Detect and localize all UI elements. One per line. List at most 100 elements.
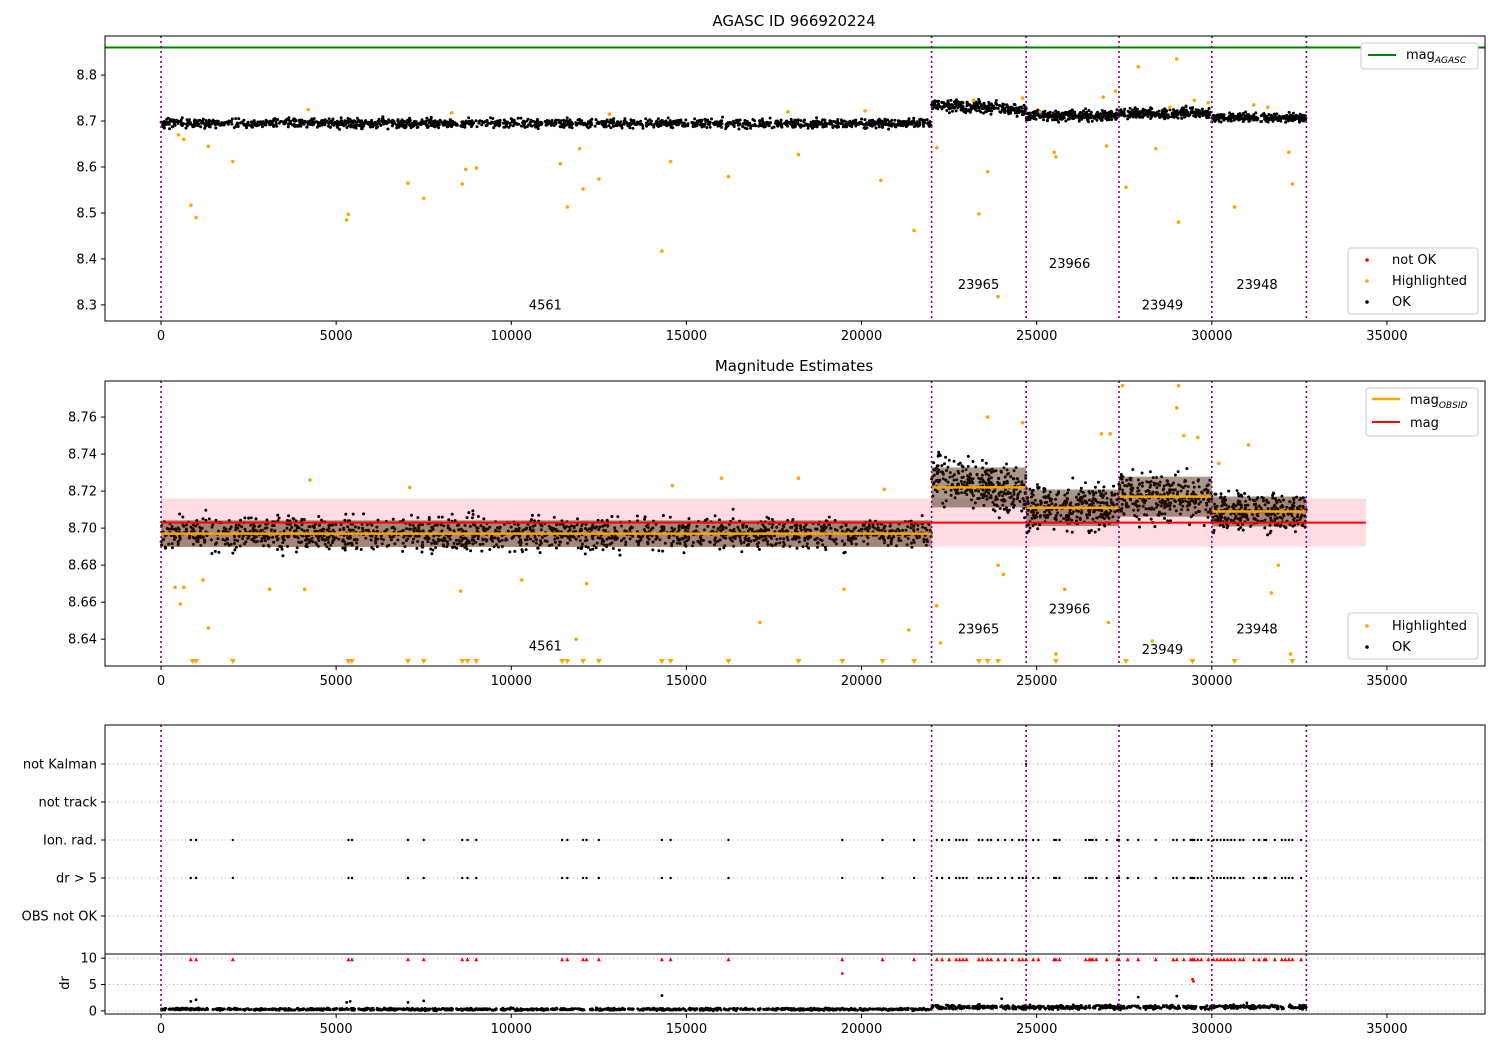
agasc-ok-point bbox=[1122, 111, 1126, 115]
agasc-ok-point bbox=[182, 122, 185, 126]
agasc-ok-point bbox=[779, 118, 783, 122]
agasc-ok-point bbox=[491, 117, 495, 120]
agasc-ok-point bbox=[396, 123, 399, 127]
agasc-ok-point bbox=[757, 124, 761, 128]
agasc-ok-point bbox=[263, 123, 267, 127]
agasc-ok-point bbox=[287, 116, 291, 120]
agasc-highlighted-point bbox=[879, 178, 883, 183]
mag-ok-point bbox=[583, 552, 587, 556]
mag-ok-point bbox=[372, 547, 375, 551]
agasc-ok-point bbox=[977, 98, 981, 101]
agasc-ok-point bbox=[358, 124, 362, 128]
mag-ok-point bbox=[521, 550, 524, 554]
agasc-highlighted-point bbox=[1124, 185, 1128, 190]
mag-ok-point bbox=[467, 511, 471, 515]
agasc-ok-point bbox=[1070, 112, 1074, 116]
agasc-ok-point bbox=[1087, 115, 1091, 119]
agasc-ok-point bbox=[698, 118, 702, 122]
mag-ok-point bbox=[476, 515, 480, 518]
agasc-ok-point bbox=[652, 125, 656, 129]
agasc-ok-point bbox=[1229, 116, 1233, 120]
mag-ok-point bbox=[210, 552, 214, 555]
agasc-ok-point bbox=[906, 120, 909, 123]
agasc-ok-point bbox=[450, 125, 453, 129]
agasc-ok-point bbox=[644, 117, 648, 121]
agasc-ok-point bbox=[1234, 116, 1238, 120]
mag-ok-point bbox=[508, 550, 512, 554]
agasc-ok-point bbox=[201, 117, 205, 121]
agasc-ok-point bbox=[257, 123, 261, 127]
agasc-ok-point bbox=[1247, 118, 1251, 122]
agasc-ytick-label-8.5: 8.5 bbox=[76, 206, 97, 221]
agasc-ok-point bbox=[568, 118, 572, 122]
agasc-ok-point bbox=[277, 121, 281, 125]
agasc-ok-point bbox=[286, 125, 290, 129]
mag-ok-point bbox=[471, 509, 475, 513]
agasc-ok-point bbox=[502, 118, 506, 122]
agasc-highlighted-point bbox=[176, 133, 181, 137]
agasc-ok-point bbox=[1072, 116, 1076, 120]
agasc-obsid-label-23966: 23966 bbox=[1049, 257, 1090, 272]
agasc-ok-point bbox=[676, 123, 680, 127]
agasc-ok-point bbox=[854, 118, 858, 122]
agasc-ok-point bbox=[386, 127, 390, 131]
agasc-ok-point bbox=[953, 106, 957, 109]
mag-ok-point bbox=[480, 549, 484, 553]
agasc-highlighted-point bbox=[1136, 64, 1141, 69]
agasc-ok-point bbox=[888, 120, 892, 124]
mag-ok-point bbox=[616, 515, 620, 519]
agasc-ok-point bbox=[1009, 111, 1013, 115]
agasc-ok-point bbox=[1278, 117, 1282, 121]
agasc-ytick-label-8.8: 8.8 bbox=[76, 69, 97, 84]
mag-ok-point bbox=[1093, 485, 1097, 489]
agasc-ok-point bbox=[700, 125, 704, 129]
agasc-ok-point bbox=[855, 121, 859, 125]
agasc-ok-point bbox=[323, 118, 327, 122]
agasc-ok-point bbox=[184, 122, 188, 126]
agasc-ok-point bbox=[952, 100, 956, 104]
agasc-ok-point bbox=[238, 121, 242, 125]
mag-ok-point bbox=[327, 547, 331, 551]
agasc-ok-point bbox=[214, 126, 218, 130]
mag-ok-point bbox=[668, 515, 672, 519]
agasc-ok-point bbox=[420, 120, 424, 124]
mag-ok-point bbox=[440, 515, 444, 519]
agasc-ok-point bbox=[889, 124, 893, 128]
agasc-obsid-label-4561: 4561 bbox=[529, 299, 562, 314]
agasc-obsid-label-23948: 23948 bbox=[1236, 278, 1277, 293]
ok-legend-marker bbox=[1365, 300, 1369, 304]
agasc-ok-point bbox=[475, 125, 479, 129]
agasc-ok-point bbox=[792, 120, 796, 124]
mag-ok-point bbox=[469, 549, 473, 553]
agasc-ok-point bbox=[836, 118, 840, 121]
agasc-ok-point bbox=[1240, 114, 1244, 117]
mag-ok-point bbox=[795, 546, 799, 550]
agasc-ok-point bbox=[391, 118, 395, 122]
agasc-ok-point bbox=[1168, 108, 1172, 112]
agasc-ok-point bbox=[467, 116, 471, 120]
agasc-ok-point bbox=[909, 122, 913, 126]
mag-ok-point bbox=[932, 461, 936, 465]
agasc-ok-point bbox=[1015, 109, 1019, 113]
agasc-ok-point bbox=[447, 123, 451, 127]
agasc-ok-point bbox=[557, 118, 560, 122]
agasc-ok-point bbox=[806, 126, 810, 130]
agasc-ok-point bbox=[602, 125, 606, 129]
agasc-ok-point bbox=[310, 117, 314, 121]
mag-ok-point bbox=[359, 548, 363, 551]
agasc-ok-point bbox=[412, 124, 416, 128]
mag-ok-point bbox=[317, 515, 321, 518]
agasc-ok-point bbox=[485, 123, 489, 127]
agasc-highlighted-point bbox=[1290, 182, 1295, 186]
agasc-ok-point bbox=[264, 120, 268, 124]
agasc-ok-point bbox=[679, 119, 683, 123]
mag-ok-point bbox=[164, 546, 167, 550]
agasc-ok-point bbox=[1038, 115, 1042, 119]
mag-ok-point bbox=[657, 549, 661, 553]
agasc-ok-point bbox=[1226, 116, 1230, 120]
agasc-ok-point bbox=[162, 126, 166, 130]
agasc-ok-point bbox=[780, 125, 784, 129]
mag-ok-point bbox=[204, 508, 208, 512]
agasc-ok-point bbox=[212, 120, 215, 124]
agasc-ok-point bbox=[623, 117, 627, 121]
